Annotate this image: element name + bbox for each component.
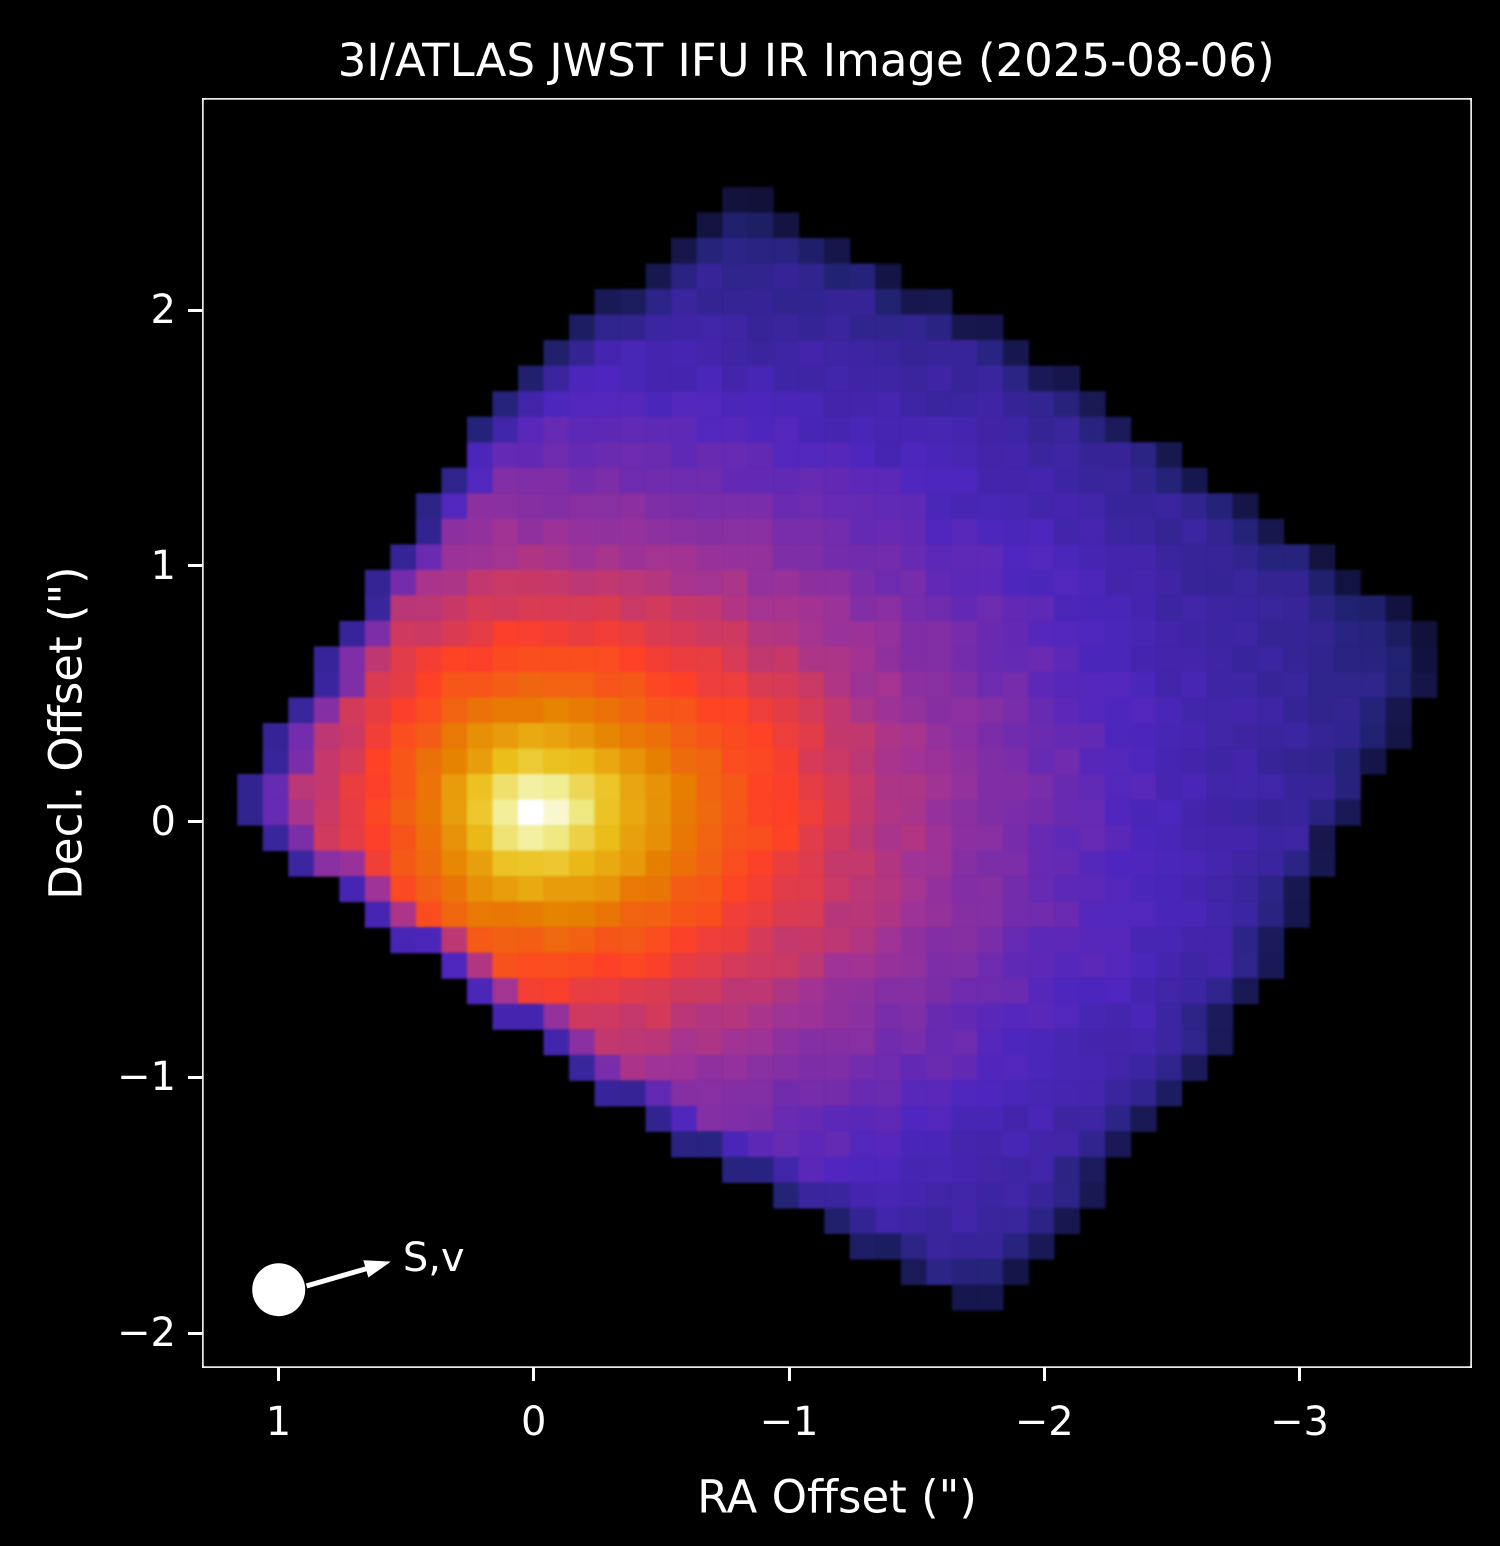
y-tick-mark <box>188 820 202 824</box>
x-tick-label: 0 <box>521 1399 547 1445</box>
x-tick-mark <box>277 1367 281 1381</box>
annotation-sun-velocity-label: S,v <box>402 1234 465 1281</box>
x-tick-mark <box>787 1367 791 1381</box>
y-tick-mark <box>188 308 202 312</box>
x-tick-mark <box>532 1367 536 1381</box>
x-tick-label: 1 <box>265 1399 292 1445</box>
y-tick-mark <box>188 1075 202 1079</box>
y-axis-label: Decl. Offset (") <box>39 566 93 900</box>
x-tick-mark <box>1297 1367 1301 1381</box>
x-tick-mark <box>1042 1367 1046 1381</box>
x-tick-label: −3 <box>1270 1399 1329 1445</box>
plot-title: 3I/ATLAS JWST IFU IR Image (2025-08-06) <box>337 34 1275 87</box>
y-tick-label: −2 <box>117 1310 176 1357</box>
x-tick-label: −1 <box>759 1399 819 1445</box>
y-tick-mark <box>188 564 202 568</box>
y-tick-label: 1 <box>150 542 176 589</box>
x-tick-label: −2 <box>1014 1399 1074 1445</box>
y-tick-mark <box>188 1331 202 1335</box>
axes-box <box>202 98 1472 1368</box>
y-tick-label: −1 <box>117 1054 176 1101</box>
ifu-heatmap-canvas <box>204 100 1470 1366</box>
y-tick-label: 0 <box>150 798 176 845</box>
annotation-sun-marker-circle <box>251 1262 306 1317</box>
y-tick-label: 2 <box>150 287 176 334</box>
x-axis-label: RA Offset (") <box>697 1470 977 1524</box>
